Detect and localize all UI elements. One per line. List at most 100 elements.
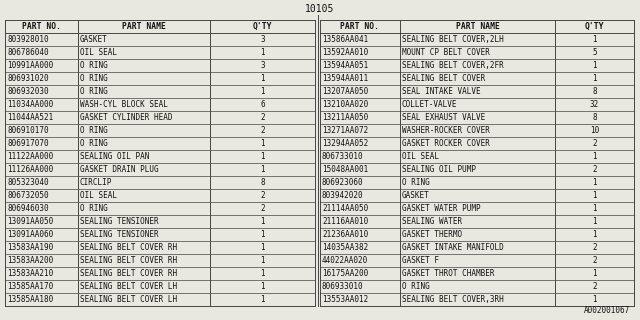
Text: SEALING BELT COVER,2LH: SEALING BELT COVER,2LH (402, 35, 504, 44)
Text: PART NAME: PART NAME (122, 22, 166, 31)
Text: O RING: O RING (80, 139, 108, 148)
Text: 1: 1 (260, 139, 265, 148)
Text: Q'TY: Q'TY (585, 22, 604, 31)
Text: O RING: O RING (402, 178, 429, 187)
Text: 13592AA010: 13592AA010 (322, 48, 368, 57)
Text: 6: 6 (260, 100, 265, 109)
Text: 2: 2 (592, 243, 597, 252)
Text: O RING: O RING (80, 204, 108, 213)
Text: OIL SEAL: OIL SEAL (402, 152, 439, 161)
Text: 13586AA041: 13586AA041 (322, 35, 368, 44)
Text: SEALING BELT COVER RH: SEALING BELT COVER RH (80, 243, 177, 252)
Text: SEALING BELT COVER RH: SEALING BELT COVER RH (80, 269, 177, 278)
Text: 8: 8 (592, 87, 597, 96)
Text: A002001067: A002001067 (584, 306, 630, 315)
Text: 1: 1 (592, 295, 597, 304)
Text: 5: 5 (592, 48, 597, 57)
Text: 2: 2 (592, 282, 597, 291)
Text: 13091AA060: 13091AA060 (7, 230, 53, 239)
Text: OIL SEAL: OIL SEAL (80, 191, 117, 200)
Text: 2: 2 (260, 204, 265, 213)
Text: GASKET CYLINDER HEAD: GASKET CYLINDER HEAD (80, 113, 173, 122)
Text: SEALING BELT COVER LH: SEALING BELT COVER LH (80, 282, 177, 291)
Text: SEALING OIL PAN: SEALING OIL PAN (80, 152, 149, 161)
Text: 1: 1 (260, 243, 265, 252)
Text: 1: 1 (592, 269, 597, 278)
Text: 2: 2 (592, 139, 597, 148)
Text: 21236AA010: 21236AA010 (322, 230, 368, 239)
Text: 806917070: 806917070 (7, 139, 49, 148)
Text: 10105: 10105 (305, 4, 335, 14)
Text: WASH-CYL BLOCK SEAL: WASH-CYL BLOCK SEAL (80, 100, 168, 109)
Text: 1: 1 (260, 152, 265, 161)
Text: O RING: O RING (80, 126, 108, 135)
Text: 805323040: 805323040 (7, 178, 49, 187)
Text: O RING: O RING (402, 282, 429, 291)
Text: 1: 1 (260, 230, 265, 239)
Text: 2: 2 (260, 113, 265, 122)
Text: 10: 10 (590, 126, 599, 135)
Text: O RING: O RING (80, 61, 108, 70)
Text: 1: 1 (592, 61, 597, 70)
Text: 13553AA012: 13553AA012 (322, 295, 368, 304)
Text: GASKET INTAKE MANIFOLD: GASKET INTAKE MANIFOLD (402, 243, 504, 252)
Text: 1: 1 (592, 217, 597, 226)
Text: MOUNT CP BELT COVER: MOUNT CP BELT COVER (402, 48, 490, 57)
Text: 806923060: 806923060 (322, 178, 364, 187)
Text: 21116AA010: 21116AA010 (322, 217, 368, 226)
Text: 806732050: 806732050 (7, 191, 49, 200)
Text: 15048AA001: 15048AA001 (322, 165, 368, 174)
Text: 13594AA051: 13594AA051 (322, 61, 368, 70)
Text: 1: 1 (592, 152, 597, 161)
Text: 13594AA011: 13594AA011 (322, 74, 368, 83)
Text: SEALING WATER: SEALING WATER (402, 217, 462, 226)
Text: 32: 32 (590, 100, 599, 109)
Text: 1: 1 (260, 256, 265, 265)
Text: 13583AA190: 13583AA190 (7, 243, 53, 252)
Text: 803942020: 803942020 (322, 191, 364, 200)
Text: COLLET-VALVE: COLLET-VALVE (402, 100, 458, 109)
Text: 1: 1 (260, 87, 265, 96)
Text: GASKET F: GASKET F (402, 256, 439, 265)
Text: 11122AA000: 11122AA000 (7, 152, 53, 161)
Text: GASKET WATER PUMP: GASKET WATER PUMP (402, 204, 481, 213)
Text: 3: 3 (260, 35, 265, 44)
Text: 806931020: 806931020 (7, 74, 49, 83)
Text: GASKET DRAIN PLUG: GASKET DRAIN PLUG (80, 165, 159, 174)
Text: 21114AA050: 21114AA050 (322, 204, 368, 213)
Text: SEALING TENSIONER: SEALING TENSIONER (80, 230, 159, 239)
Text: 1: 1 (260, 165, 265, 174)
Text: PART NAME: PART NAME (456, 22, 499, 31)
Text: SEALING TENSIONER: SEALING TENSIONER (80, 217, 159, 226)
Text: 2: 2 (260, 126, 265, 135)
Text: 11126AA000: 11126AA000 (7, 165, 53, 174)
Text: 2: 2 (260, 191, 265, 200)
Text: 2: 2 (592, 165, 597, 174)
Text: O RING: O RING (80, 74, 108, 83)
Text: CIRCLIP: CIRCLIP (80, 178, 113, 187)
Text: 13271AA072: 13271AA072 (322, 126, 368, 135)
Text: 1: 1 (592, 204, 597, 213)
Text: OIL SEAL: OIL SEAL (80, 48, 117, 57)
Text: 1: 1 (592, 178, 597, 187)
Text: 13294AA052: 13294AA052 (322, 139, 368, 148)
Text: 1: 1 (260, 217, 265, 226)
Text: SEALING BELT COVER: SEALING BELT COVER (402, 74, 485, 83)
Text: PART NO.: PART NO. (340, 22, 380, 31)
Text: GASKET THROT CHAMBER: GASKET THROT CHAMBER (402, 269, 495, 278)
Text: 806946030: 806946030 (7, 204, 49, 213)
Text: 1: 1 (592, 191, 597, 200)
Text: SEALING BELT COVER,3RH: SEALING BELT COVER,3RH (402, 295, 504, 304)
Text: 806932030: 806932030 (7, 87, 49, 96)
Text: 8: 8 (260, 178, 265, 187)
Text: 13210AA020: 13210AA020 (322, 100, 368, 109)
Text: SEALING BELT COVER,2FR: SEALING BELT COVER,2FR (402, 61, 504, 70)
Text: 1: 1 (260, 295, 265, 304)
Text: GASKET: GASKET (402, 191, 429, 200)
Text: WASHER-ROCKER COVER: WASHER-ROCKER COVER (402, 126, 490, 135)
Text: 13583AA210: 13583AA210 (7, 269, 53, 278)
Text: 14035AA382: 14035AA382 (322, 243, 368, 252)
Text: 8: 8 (592, 113, 597, 122)
Text: 13585AA180: 13585AA180 (7, 295, 53, 304)
Text: GASKET ROCKER COVER: GASKET ROCKER COVER (402, 139, 490, 148)
